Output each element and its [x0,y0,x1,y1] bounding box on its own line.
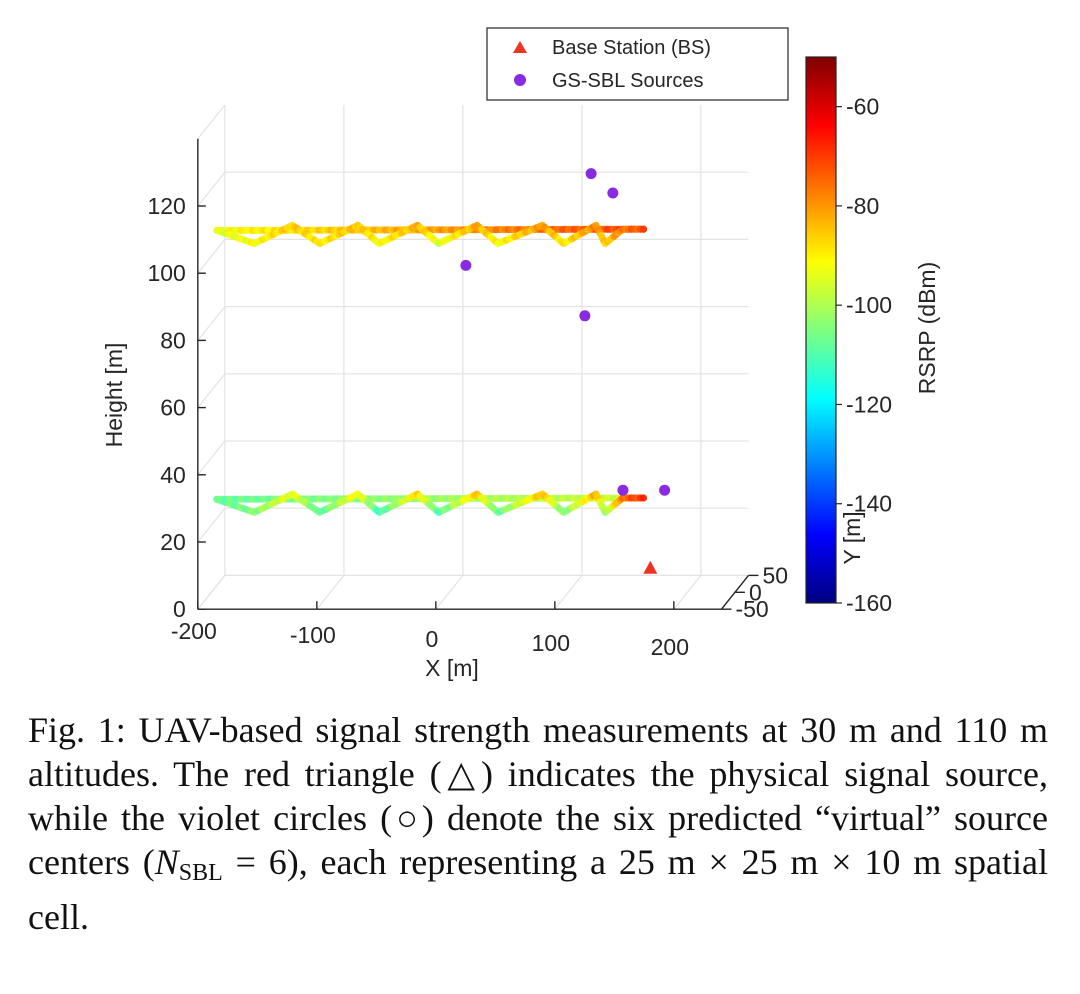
legend-bs-marker [513,41,527,53]
grid-line-z-side [197,239,226,274]
z-tick-label: 0 [173,596,186,622]
colorbar-label: RSRP (dBm) [914,262,940,395]
legend: Base Station (BS) GS-SBL Sources [486,27,789,101]
grid-line-z-side [197,171,226,207]
y-tick-label: 50 [762,562,788,588]
z-axis-label: Height [m] [101,343,127,448]
legend-source-label: GS-SBL Sources [552,70,704,92]
z-tick-label: 40 [160,462,186,488]
grid-line-z-side [197,507,226,543]
caption-nsbl-subscript: SBL [178,860,223,886]
z-tick-label: 80 [160,327,186,353]
colorbar-tick-label: -120 [846,391,892,417]
colorbar-tick-label: -160 [846,590,892,616]
z-tick-label: 20 [160,529,186,555]
x-tick-label: 0 [425,626,438,652]
measurement-paths [213,221,648,516]
gs-sbl-source-marker [607,187,619,199]
grid-line-x-floor [435,575,464,610]
grid-line-x-floor [197,575,226,610]
colorbar-tick-label: -140 [846,491,892,517]
grid-line-z-side [197,440,226,476]
gs-sbl-source-marker [617,484,629,496]
grid-lines [197,104,749,610]
grid-edge [197,104,226,140]
source-markers [460,168,671,574]
grid-line-z-side [197,373,226,408]
z-tick-label: 100 [147,260,185,286]
axes [197,138,759,610]
grid-line-z-side [197,306,226,341]
x-tick-label: 100 [532,630,570,656]
caption-nsbl-symbol: N [154,842,179,882]
y-tick-label: 0 [749,579,762,605]
gs-sbl-source-marker [585,168,597,180]
colorbar-ticks: -60 -80 -100 -120 -140 -160 [836,94,892,616]
legend-box [486,27,789,101]
gs-sbl-source-marker [579,310,591,322]
caption-prefix: Fig. 1: UAV-based signal strength measur… [28,710,1057,882]
grid-line-x-floor [673,575,702,610]
colorbar-tick-label: -80 [846,193,879,219]
measurement-point-0 [639,225,648,233]
y-axis-label: Y [m] [839,511,865,564]
x-tick-label: -200 [171,618,217,644]
legend-bs-label: Base Station (BS) [552,37,711,59]
caption-suffix: ), each representing a 25 m × 25 m × 10 … [28,842,1057,937]
grid-line-x-floor [316,575,345,610]
base-station-marker [643,560,658,574]
colorbar [805,56,837,604]
z-tick-label: 60 [160,395,186,421]
gs-sbl-source-marker [460,259,472,271]
colorbar-tick-label: -60 [846,94,879,120]
x-axis-label: X [m] [425,655,479,681]
y-tick-label: -50 [735,596,768,622]
grid-line-x-floor [554,575,583,610]
z-tick-label: 120 [147,193,185,219]
measurement-point-1 [639,494,648,502]
y-axis-line [720,574,750,610]
colorbar-tick-label: -100 [846,292,892,318]
figure-caption: Fig. 1: UAV-based signal strength measur… [28,708,1048,939]
caption-nsbl-value: = 6 [222,842,287,882]
x-tick-label: 200 [651,634,689,660]
x-tick-label: -100 [290,622,336,648]
gs-sbl-source-marker [659,484,671,496]
legend-source-marker [514,74,526,86]
